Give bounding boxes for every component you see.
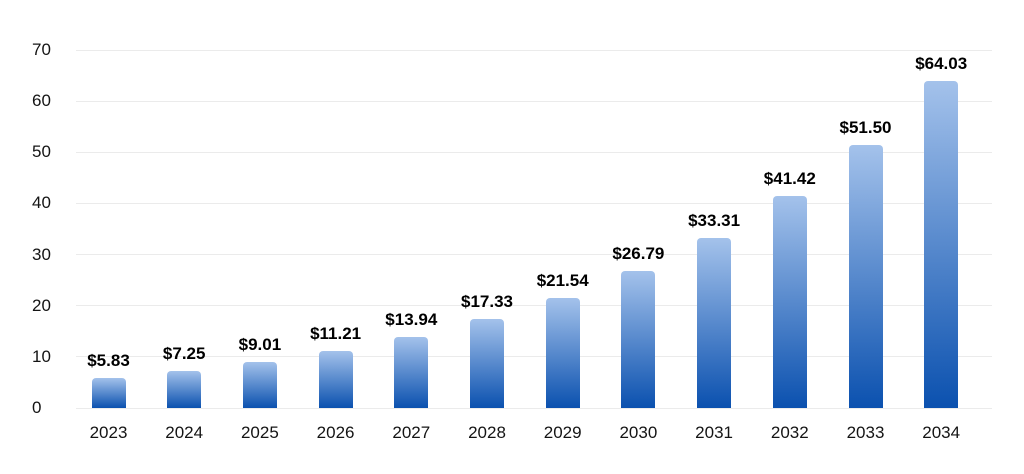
x-tick-label-2032: 2032: [770, 423, 809, 442]
y-tick-label-30: 30: [32, 244, 51, 264]
y-tick-label-10: 10: [32, 346, 51, 366]
gridline-30: [76, 254, 992, 256]
x-tick-label-2030: 2030: [619, 423, 658, 442]
bar-2026: [318, 350, 353, 408]
bar-2032: [772, 196, 807, 408]
value-label-2032: $41.42: [763, 169, 816, 189]
x-tick-label-2028: 2028: [468, 423, 506, 442]
value-label-2026: $11.21: [310, 323, 362, 343]
bar-2031: [697, 237, 732, 408]
value-label-2024: $7.25: [162, 343, 206, 363]
gridline-40: [76, 202, 992, 204]
bar-2029: [545, 297, 580, 408]
bar-2030: [621, 270, 656, 408]
gridline-50: [76, 151, 992, 153]
gridline-60: [76, 100, 992, 102]
value-label-2028: $17.33: [461, 292, 513, 312]
y-tick-label-50: 50: [32, 142, 51, 162]
x-tick-label-2024: 2024: [165, 423, 204, 442]
x-tick-label-2034: 2034: [922, 423, 961, 442]
y-tick-label-70: 70: [32, 40, 51, 59]
value-label-2029: $21.54: [536, 270, 589, 290]
value-label-2025: $9.01: [238, 334, 282, 354]
value-label-2030: $26.79: [612, 243, 665, 263]
x-tick-label-2025: 2025: [240, 423, 279, 442]
bar-2034: [924, 80, 959, 408]
value-label-2033: $51.50: [839, 117, 892, 137]
value-label-2027: $13.94: [385, 309, 438, 329]
y-tick-label-0: 0: [32, 398, 42, 417]
value-label-2034: $64.03: [915, 53, 968, 73]
bar-2025: [242, 361, 277, 408]
bar-2033: [848, 144, 883, 408]
x-tick-label-2031: 2031: [695, 423, 734, 442]
bar-2028: [470, 319, 504, 408]
value-label-2023: $5.83: [87, 351, 130, 371]
x-tick-label-2027: 2027: [392, 423, 431, 442]
x-tick-label-2026: 2026: [316, 423, 355, 442]
bar-2023: [91, 378, 126, 408]
bar-2024: [167, 370, 202, 408]
gridline-0: [76, 407, 992, 409]
x-tick-label-2023: 2023: [89, 423, 128, 442]
x-tick-label-2029: 2029: [543, 423, 582, 442]
gridline-70: [76, 49, 992, 51]
y-tick-label-40: 40: [32, 193, 51, 213]
y-tick-label-20: 20: [32, 295, 51, 315]
value-label-2031: $33.31: [688, 210, 741, 230]
gridline-20: [76, 305, 992, 307]
bar-2027: [394, 336, 429, 408]
x-tick-label-2033: 2033: [846, 423, 885, 442]
gridline-10: [76, 356, 992, 358]
y-tick-label-60: 60: [32, 91, 51, 111]
